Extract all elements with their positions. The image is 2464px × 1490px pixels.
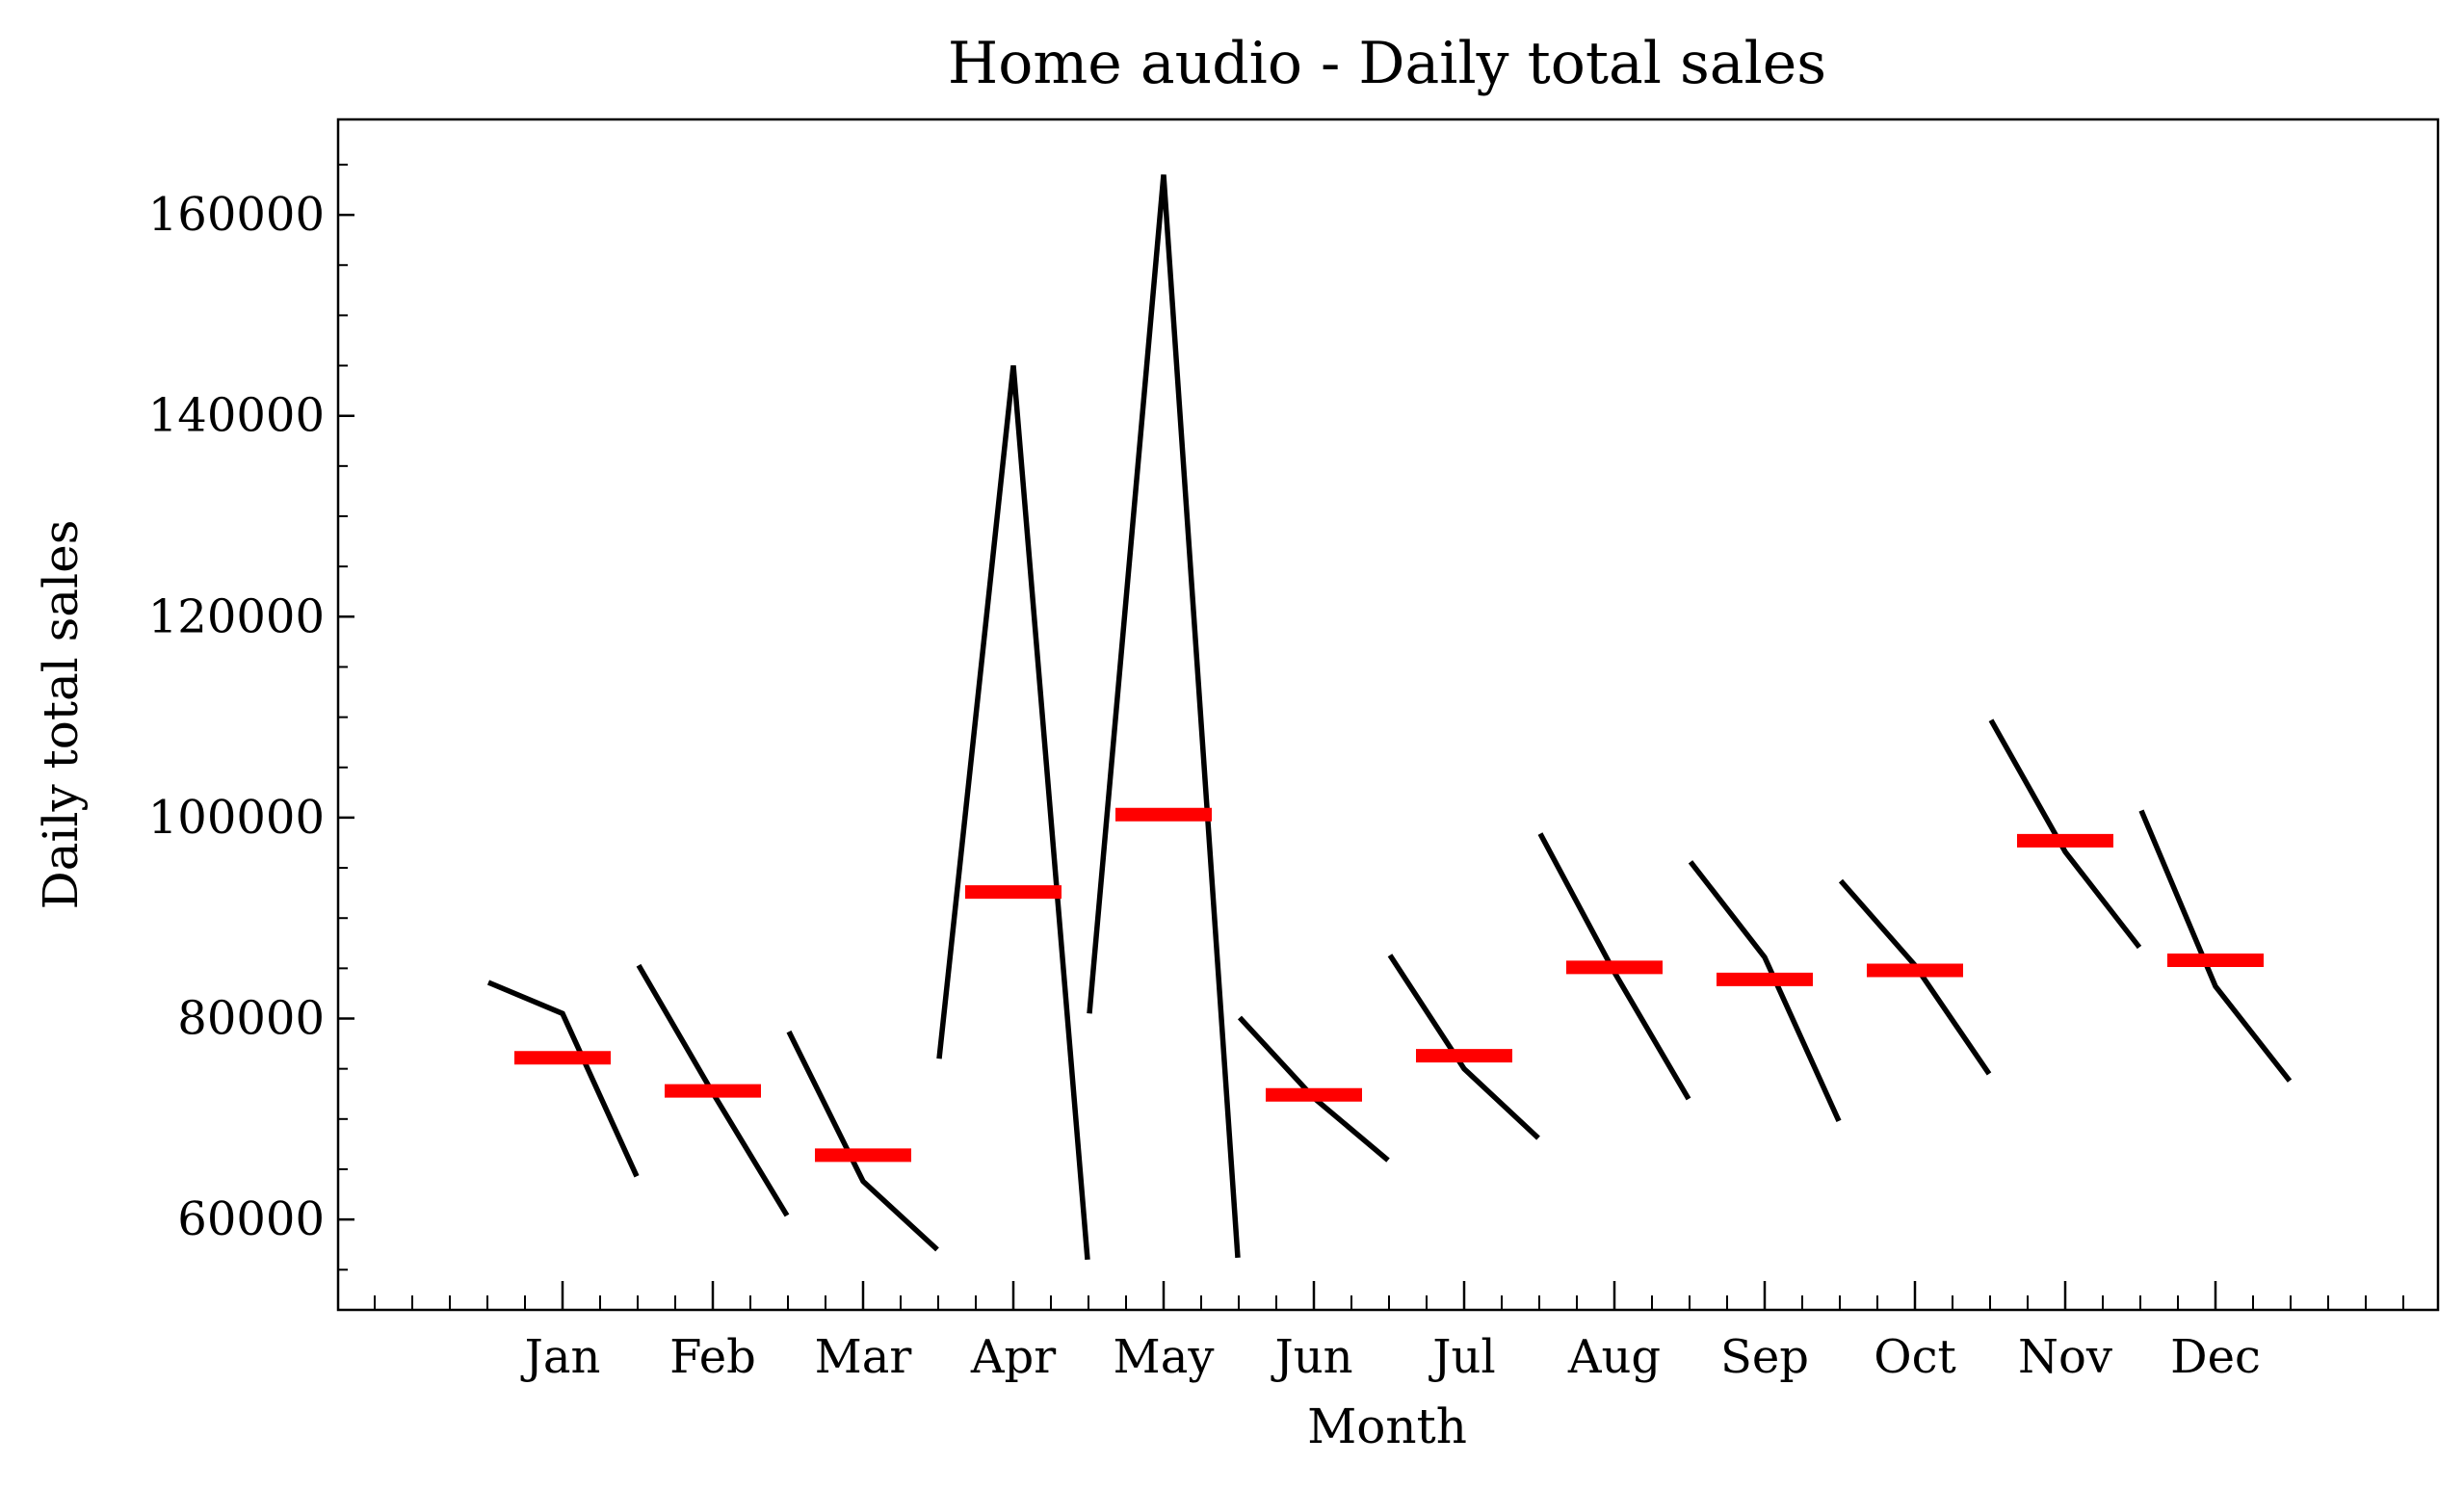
x-tick-label: May: [1114, 1330, 1215, 1384]
x-tick-label: Nov: [2018, 1330, 2112, 1384]
x-tick-label: Dec: [2170, 1330, 2261, 1384]
x-tick-label: Aug: [1567, 1330, 1661, 1384]
plot-area: [336, 118, 2440, 1312]
y-tick-label: 60000: [177, 1192, 325, 1246]
series-line-dec: [2138, 809, 2293, 1083]
x-tick-label: Sep: [1720, 1330, 1809, 1384]
chart-title: Home audio - Daily total sales: [948, 30, 1826, 97]
series-line-mar: [786, 1030, 939, 1252]
series-line-nov: [1988, 719, 2142, 950]
data-layer: [486, 174, 2293, 1261]
y-axis-label: Daily total sales: [33, 520, 89, 910]
x-tick-label: Oct: [1874, 1330, 1956, 1384]
x-tick-label: Jul: [1428, 1330, 1496, 1384]
x-axis-label: Month: [1307, 1399, 1467, 1454]
y-tick-label: 120000: [148, 589, 325, 643]
series-line-sep: [1688, 860, 1842, 1123]
series-line-apr: [936, 365, 1090, 1261]
series-line-oct: [1838, 878, 1992, 1076]
y-tick-label: 80000: [177, 992, 325, 1046]
x-tick-label: Mar: [815, 1330, 912, 1384]
axis-ticks: 60000 80000 100000 120000 140000 160000 Jan Feb…: [148, 163, 2404, 1384]
y-tick-label: 140000: [148, 389, 325, 443]
series-line-may: [1087, 174, 1241, 1258]
x-tick-label: Jun: [1270, 1330, 1352, 1384]
y-tick-label: 160000: [148, 188, 325, 242]
series-line-jan: [486, 980, 640, 1178]
y-tick-label: 100000: [148, 791, 325, 845]
series-line-jul: [1387, 954, 1540, 1140]
x-tick-label: Feb: [669, 1330, 756, 1384]
x-tick-label: Apr: [970, 1330, 1056, 1384]
x-tick-label: Jan: [520, 1330, 601, 1384]
